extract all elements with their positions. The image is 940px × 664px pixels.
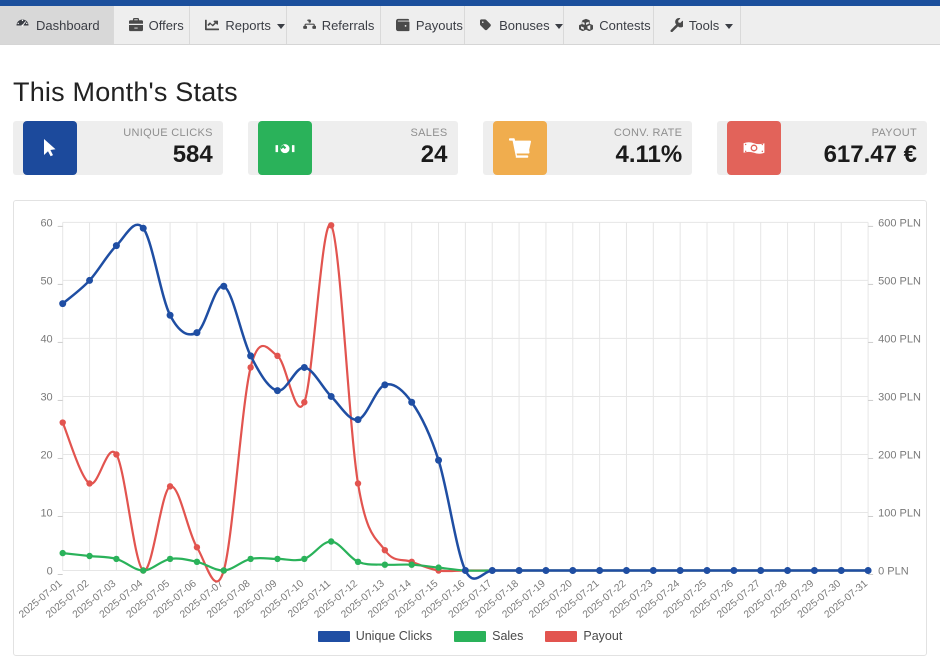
svg-text:200 PLN: 200 PLN xyxy=(878,449,921,461)
svg-text:400 PLN: 400 PLN xyxy=(878,333,921,345)
svg-text:30: 30 xyxy=(40,391,52,403)
svg-text:10: 10 xyxy=(40,507,52,519)
svg-text:50: 50 xyxy=(40,275,52,287)
svg-text:100 PLN: 100 PLN xyxy=(878,507,921,519)
svg-text:60: 60 xyxy=(40,217,52,229)
svg-text:0 PLN: 0 PLN xyxy=(878,566,909,578)
svg-text:40: 40 xyxy=(40,333,52,345)
svg-text:500 PLN: 500 PLN xyxy=(878,275,921,287)
svg-text:0: 0 xyxy=(47,566,53,578)
svg-text:600 PLN: 600 PLN xyxy=(878,217,921,229)
svg-text:20: 20 xyxy=(40,449,52,461)
svg-text:300 PLN: 300 PLN xyxy=(878,391,921,403)
